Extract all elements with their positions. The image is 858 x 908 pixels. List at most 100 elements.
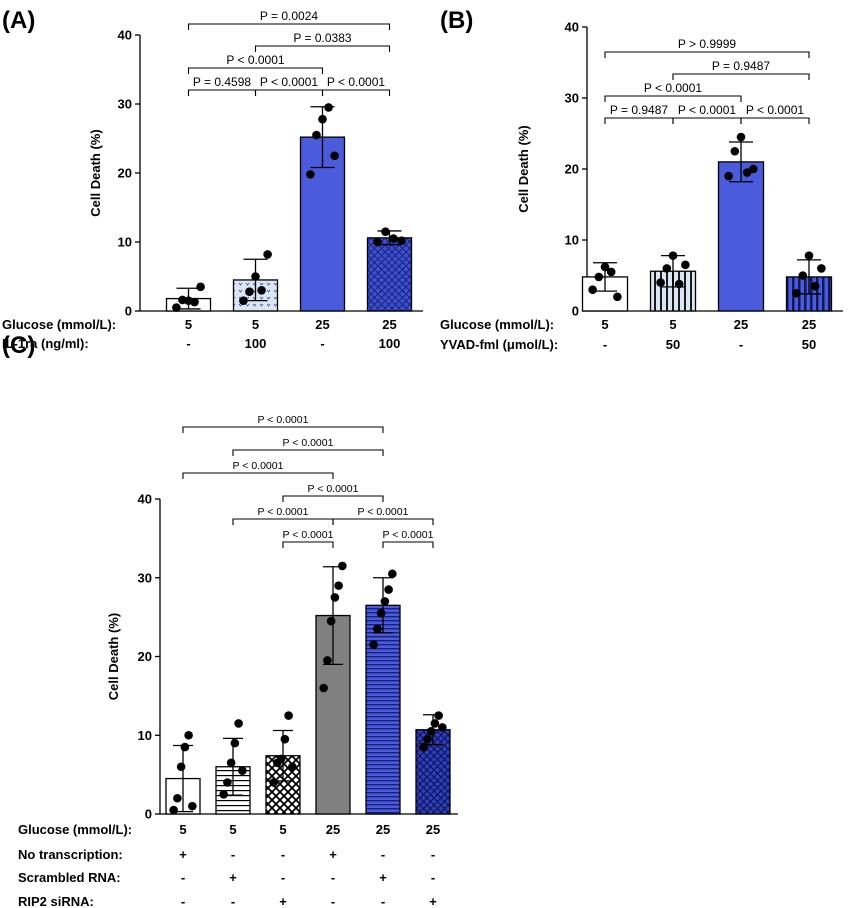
panel-c-letter: (C) — [2, 332, 35, 359]
data-point — [312, 130, 321, 140]
condition-row-label: Glucose (mmol/L): — [2, 317, 116, 332]
condition-row-label: YVAD-fml (μmol/L): — [440, 337, 558, 352]
data-point — [234, 719, 243, 728]
data-point — [430, 719, 440, 728]
y-tick-label: 20 — [118, 166, 132, 181]
condition-value: - — [331, 870, 335, 885]
data-point — [792, 288, 801, 298]
data-point — [384, 585, 393, 594]
data-point — [606, 267, 616, 277]
p-value-label: P < 0.0001 — [383, 529, 434, 541]
condition-value: 5 — [252, 317, 259, 332]
data-point — [376, 608, 386, 618]
p-value-label: P < 0.0001 — [283, 529, 334, 541]
data-point — [798, 271, 808, 280]
data-point — [326, 616, 336, 626]
data-point — [426, 727, 436, 736]
y-tick-label: 0 — [572, 304, 579, 319]
data-point — [330, 151, 339, 161]
data-point — [438, 723, 447, 732]
data-point — [656, 278, 665, 287]
data-point — [288, 762, 297, 772]
data-point — [434, 711, 443, 720]
p-value-label: P < 0.0001 — [226, 53, 284, 67]
data-point — [284, 711, 293, 720]
bar — [366, 237, 413, 312]
y-tick-label: 20 — [565, 162, 579, 177]
condition-value: 5 — [179, 822, 186, 837]
significance-bracket — [604, 117, 674, 124]
significance-bracket — [321, 89, 391, 96]
p-value-label: P = 0.9487 — [712, 59, 770, 73]
data-point — [263, 250, 272, 259]
condition-value: - — [320, 336, 324, 351]
condition-value: - — [181, 870, 185, 885]
condition-value: 25 — [315, 317, 329, 332]
significance-bracket — [182, 472, 334, 479]
data-point — [817, 264, 826, 273]
condition-value: 50 — [802, 337, 816, 352]
condition-value: 25 — [426, 822, 440, 837]
y-tick-label: 10 — [138, 728, 152, 743]
y-axis-label: Cell Death (%) — [88, 129, 103, 216]
data-point — [223, 778, 232, 787]
data-point — [230, 738, 240, 748]
bar — [717, 161, 765, 312]
data-point — [188, 801, 197, 811]
data-point — [373, 624, 382, 634]
significance-bracket — [187, 23, 391, 30]
condition-value: - — [231, 847, 235, 862]
significance-bracket — [254, 89, 324, 96]
condition-value: - — [431, 870, 435, 885]
condition-value: - — [331, 894, 335, 908]
data-point — [381, 227, 390, 236]
panel-c-chart: 0 10 20 30 40 Cell Death (%) P < 0.0001 P < 0.0… — [18, 414, 458, 908]
y-tick-label: 30 — [118, 97, 132, 112]
bar — [365, 604, 401, 815]
condition-row-label: Glucose (mmol/L): — [18, 822, 132, 837]
data-point — [369, 640, 378, 649]
data-point — [238, 766, 247, 775]
data-point — [176, 762, 186, 772]
condition-value: + — [379, 870, 387, 885]
condition-row-label: Scrambled RNA: — [18, 870, 121, 885]
panel-a-chart: 0 10 20 30 40 Cell Death (%) P = 0.4598 P < 0.0… — [2, 9, 423, 351]
y-tick-label: 0 — [125, 304, 132, 319]
significance-bracket — [232, 518, 334, 525]
data-point — [588, 285, 597, 295]
condition-value: 25 — [382, 317, 396, 332]
data-point — [389, 234, 398, 243]
condition-value: - — [603, 337, 607, 352]
data-point — [319, 683, 328, 693]
p-value-label: P = 0.0024 — [260, 9, 318, 23]
p-value-label: P < 0.0001 — [358, 506, 409, 518]
significance-bracket — [282, 541, 334, 548]
significance-bracket — [382, 541, 434, 548]
p-value-label: P < 0.0001 — [233, 460, 284, 472]
data-point — [397, 236, 406, 245]
condition-row-label: IL-1ra (ng/ml): — [2, 336, 89, 351]
data-point — [180, 742, 190, 752]
significance-bracket — [672, 117, 742, 124]
data-point — [184, 730, 193, 740]
data-point — [423, 734, 432, 744]
y-tick-label: 20 — [138, 649, 152, 664]
significance-bracket — [187, 89, 257, 96]
data-point — [674, 279, 684, 289]
data-point — [668, 251, 678, 260]
data-point — [736, 132, 746, 142]
data-point — [810, 281, 820, 291]
data-point — [334, 581, 343, 590]
significance-bracket — [740, 117, 810, 124]
data-point — [323, 656, 332, 665]
significance-bracket — [282, 495, 384, 502]
condition-value: 50 — [666, 337, 680, 352]
data-point — [219, 790, 228, 799]
data-point — [276, 754, 286, 764]
p-value-label: P > 0.9999 — [678, 37, 736, 51]
condition-value: - — [431, 847, 435, 862]
significance-bracket — [254, 45, 391, 52]
y-tick-label: 40 — [565, 20, 579, 35]
condition-value: - — [186, 336, 190, 351]
data-point — [594, 272, 604, 282]
